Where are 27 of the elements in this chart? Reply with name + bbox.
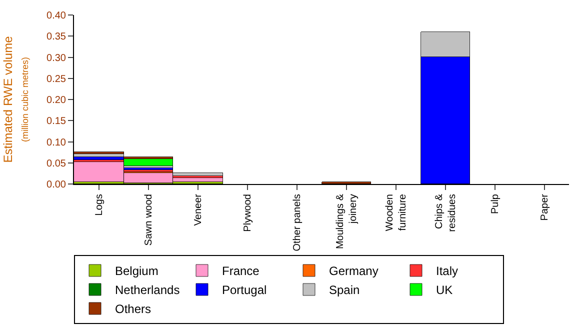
y-tick-label: 0.35 (46, 32, 66, 43)
x-tick-label: Other panels (292, 194, 303, 252)
x-tick-label: Plywood (242, 194, 254, 232)
x-tick-label: Veneer (193, 193, 204, 226)
x-tick-label: Mouldings & joinery (335, 194, 359, 250)
legend-label: Portugal (222, 283, 267, 298)
x-tick-label: Pulp (490, 194, 501, 214)
legend-label: France (222, 264, 260, 278)
y-tick-label: 0.30 (46, 52, 66, 64)
legend-label: Spain (329, 283, 360, 298)
legend-label: Netherlands (115, 283, 180, 298)
y-axis-title: Estimated RWE volume (million cubic metres) (1, 36, 30, 163)
y-tick-label: 0.25 (46, 74, 66, 85)
y-tick-label: 0.40 (46, 10, 66, 22)
x-tick-label: Paper (540, 193, 550, 221)
legend-label: Germany (329, 264, 378, 278)
legend-label: UK (436, 283, 453, 298)
x-tick-label: Sawn wood (144, 194, 154, 246)
y-tick-label: 0.00 (46, 180, 66, 190)
x-tick-label: Logs (94, 194, 105, 216)
y-tick-label: 0.10 (46, 137, 66, 148)
legend-label: Others (115, 302, 152, 316)
legend-label: Italy (436, 264, 458, 278)
y-tick-label: 0.05 (46, 158, 66, 170)
y-tick-label: 0.15 (46, 116, 66, 128)
legend-label: Belgium (115, 264, 158, 278)
y-tick-label: 0.20 (46, 95, 66, 106)
